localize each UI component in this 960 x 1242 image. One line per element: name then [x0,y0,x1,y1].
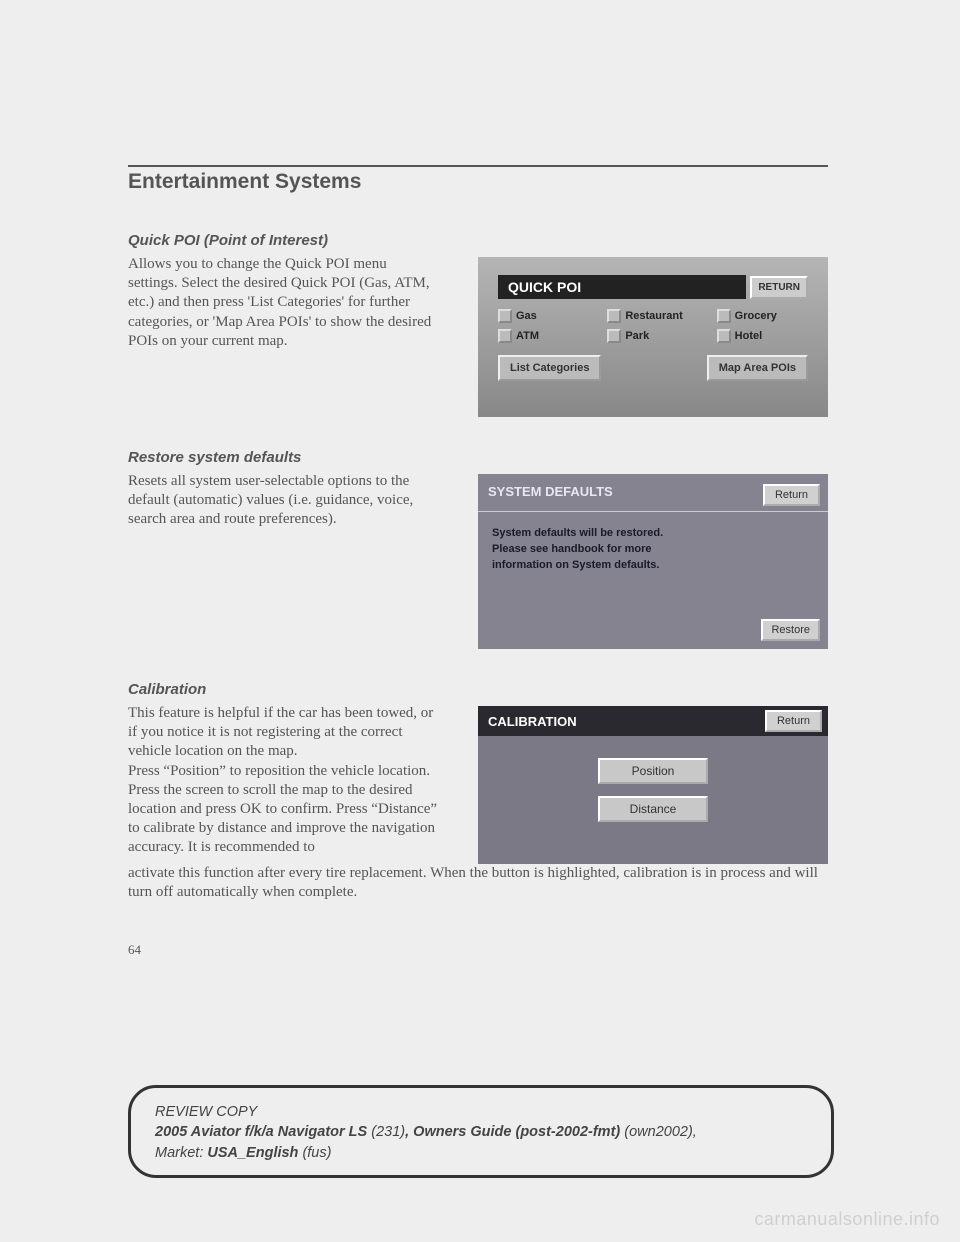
section-restore-defaults: Restore system defaults Resets all syste… [128,449,828,649]
poi-label: Grocery [735,310,777,322]
body-text: Allows you to change the Quick POI menu … [128,255,438,351]
top-rule [128,165,828,167]
footer-line-2: 2005 Aviator f/k/a Navigator LS (231), O… [155,1122,807,1142]
footer-text: , [405,1124,413,1140]
figure-quick-poi: QUICK POI RETURN Gas Restaurant Grocery … [478,257,828,417]
map-area-pois-button[interactable]: Map Area POIs [707,355,808,381]
footer-text: (own2002), [620,1124,697,1140]
checkbox-icon [717,329,731,343]
page-number: 64 [128,942,828,958]
poi-label: Gas [516,310,537,322]
restore-button[interactable]: Restore [761,619,820,641]
body-text: Resets all system user-selectable option… [128,472,438,530]
poi-label: Restaurant [625,310,682,322]
checkbox-icon [607,329,621,343]
chapter-title: Entertainment Systems [128,170,828,194]
body-text-continued: activate this function after every tire … [128,864,828,902]
screenshot: SYSTEM DEFAULTS Return System defaults w… [478,474,828,649]
section-quick-poi: Quick POI (Point of Interest) Allows you… [128,232,828,417]
poi-item[interactable]: Hotel [717,329,808,343]
poi-item[interactable]: Park [607,329,698,343]
page-content: Entertainment Systems Quick POI (Point o… [128,165,828,958]
footer-text: (fus) [298,1145,331,1161]
list-categories-button[interactable]: List Categories [498,355,601,381]
footer-text: 2005 Aviator f/k/a Navigator LS [155,1124,367,1140]
section-title: Quick POI (Point of Interest) [128,232,828,249]
checkbox-icon [498,309,512,323]
screen-title: QUICK POI [498,275,746,299]
section-calibration: Calibration This feature is helpful if t… [128,681,828,902]
poi-item[interactable]: Restaurant [607,309,698,323]
titlebar: QUICK POI RETURN [498,275,808,299]
poi-label: Park [625,330,649,342]
return-button[interactable]: RETURN [750,276,808,299]
footer-text: USA_English [207,1145,298,1161]
figure-calibration: CALIBRATION Return Position Distance [478,706,828,864]
section-title: Calibration [128,681,828,698]
poi-grid: Gas Restaurant Grocery ATM Park Hotel [498,309,808,343]
titlebar: SYSTEM DEFAULTS Return [478,474,828,509]
checkbox-icon [717,309,731,323]
message-line: information on System defaults. [478,558,828,574]
poi-label: Hotel [735,330,763,342]
poi-label: ATM [516,330,539,342]
footer-text: (231) [367,1124,405,1140]
position-button[interactable]: Position [598,758,708,784]
screen-title: CALIBRATION [478,707,759,736]
section-title: Restore system defaults [128,449,828,466]
footer-text: Market: [155,1145,207,1161]
body-text: This feature is helpful if the car has b… [128,704,438,858]
message-line: System defaults will be restored. [478,526,828,542]
message-line: Please see handbook for more [478,542,828,558]
screenshot: QUICK POI RETURN Gas Restaurant Grocery … [478,257,828,417]
watermark: carmanualsonline.info [754,1209,940,1230]
return-button[interactable]: Return [763,484,820,506]
checkbox-icon [607,309,621,323]
poi-item[interactable]: ATM [498,329,589,343]
screenshot: CALIBRATION Return Position Distance [478,706,828,864]
checkbox-icon [498,329,512,343]
footer-text: Owners Guide (post-2002-fmt) [413,1124,620,1140]
distance-button[interactable]: Distance [598,796,708,822]
bottom-buttons: List Categories Map Area POIs [498,355,808,381]
footer-box: REVIEW COPY 2005 Aviator f/k/a Navigator… [128,1085,834,1178]
footer-line-3: Market: USA_English (fus) [155,1143,807,1163]
footer-line-1: REVIEW COPY [155,1102,807,1122]
figure-system-defaults: SYSTEM DEFAULTS Return System defaults w… [478,474,828,649]
poi-item[interactable]: Grocery [717,309,808,323]
poi-item[interactable]: Gas [498,309,589,323]
titlebar: CALIBRATION Return [478,706,828,736]
divider [478,511,828,512]
return-button[interactable]: Return [765,710,822,732]
screen-title: SYSTEM DEFAULTS [478,474,763,509]
